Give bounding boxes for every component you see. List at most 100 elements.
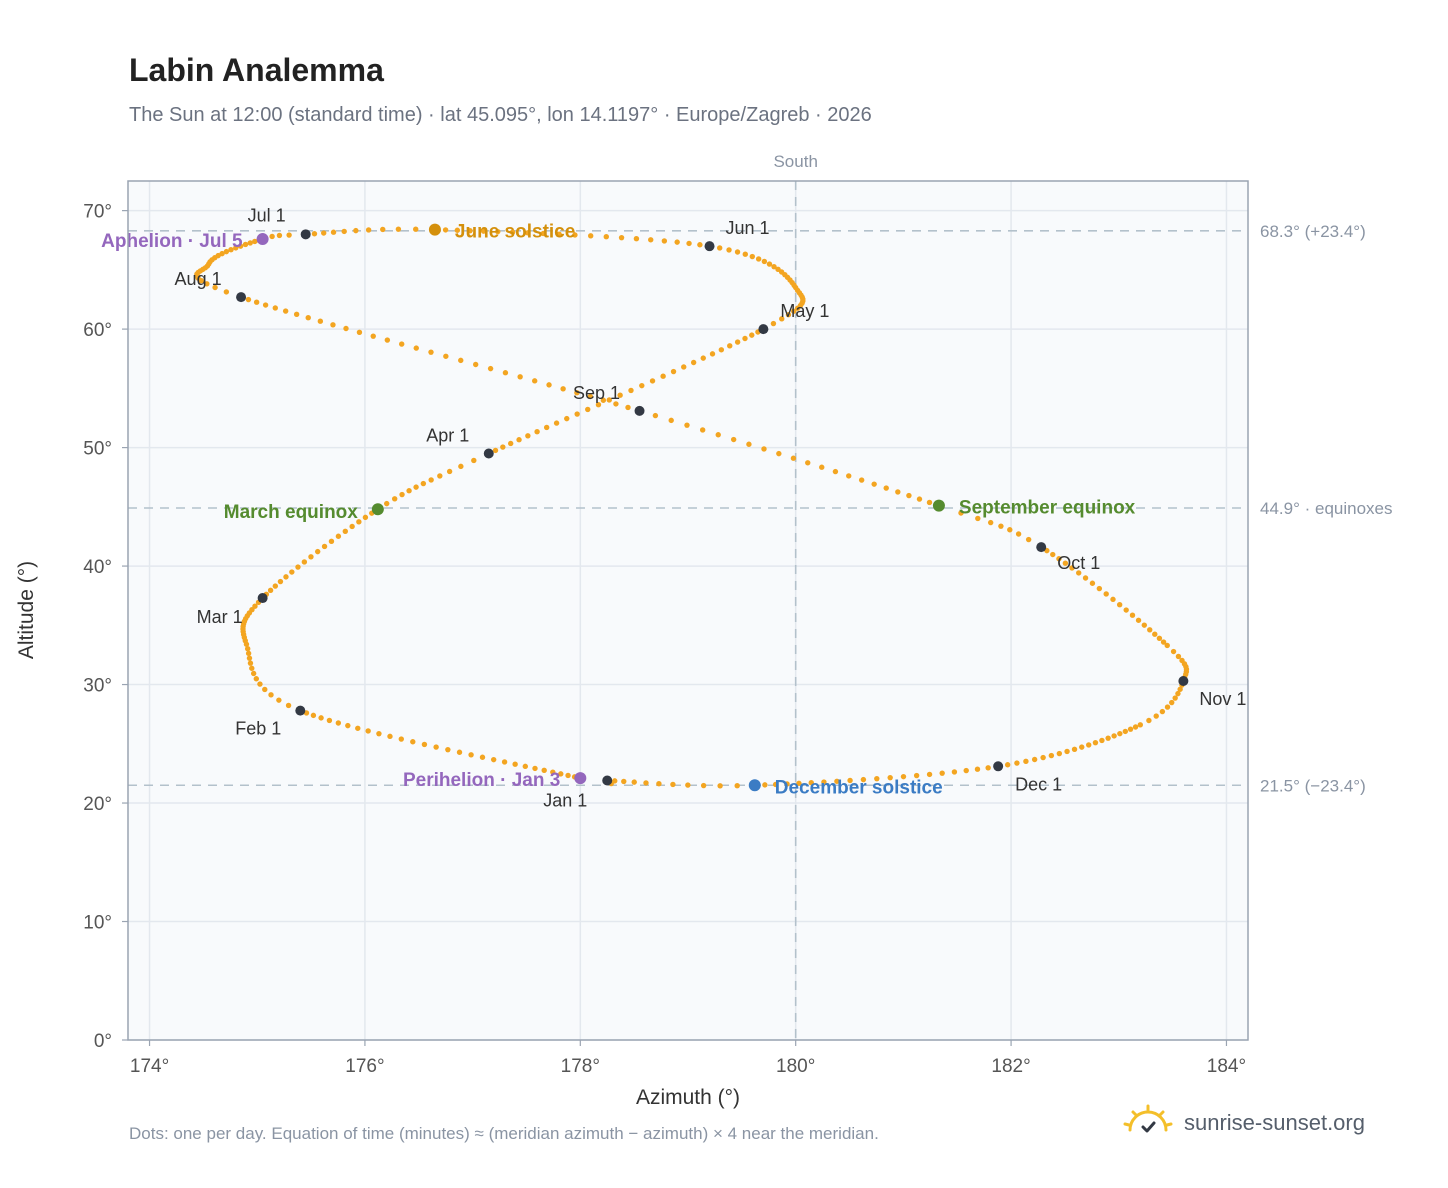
daily-sun-dot: [240, 623, 246, 630]
daily-sun-dot: [257, 681, 263, 687]
daily-sun-dot: [343, 325, 349, 332]
daily-sun-dot: [936, 502, 942, 509]
daily-sun-dot: [600, 397, 607, 403]
daily-sun-dot: [1116, 602, 1123, 608]
daily-sun-dot: [255, 599, 262, 606]
event-marker-dot: [256, 233, 269, 246]
daily-sun-dot: [541, 767, 547, 774]
daily-sun-dot: [794, 287, 801, 294]
daily-sun-dot: [286, 232, 292, 238]
daily-sun-dot: [276, 697, 282, 703]
daily-sun-dot: [253, 676, 260, 682]
daily-sun-dot: [376, 730, 382, 737]
daily-sun-dot: [595, 402, 602, 408]
daily-sun-dot: [242, 241, 249, 248]
daily-sun-dot: [1056, 556, 1062, 562]
daily-sun-dot: [1048, 752, 1055, 759]
event-marker-dot: [371, 503, 384, 516]
daily-sun-dot: [272, 583, 279, 589]
daily-sun-dot: [240, 631, 247, 638]
daily-sun-dot: [207, 259, 213, 265]
daily-sun-dot: [631, 779, 637, 785]
daily-sun-dot: [974, 766, 981, 772]
x-axis-label: Azimuth (°): [636, 1086, 740, 1109]
daily-sun-dot: [1181, 661, 1188, 667]
daily-sun-dot: [245, 650, 252, 657]
daily-sun-dot: [998, 523, 1004, 529]
grid-lines: [128, 181, 1248, 1041]
daily-sun-dot: [413, 484, 419, 490]
daily-sun-dot: [194, 273, 200, 279]
daily-sun-dot: [249, 665, 255, 671]
daily-sun-dot: [709, 351, 716, 357]
daily-sun-dot: [636, 408, 643, 414]
daily-sun-dot: [1183, 669, 1190, 675]
daily-sun-dot: [276, 232, 283, 239]
brand-link[interactable]: sunrise-sunset.org: [1122, 1104, 1365, 1141]
daily-sun-dot: [1160, 639, 1167, 645]
daily-sun-dot: [685, 782, 691, 788]
daily-sun-dot: [262, 686, 268, 693]
daily-sun-dot: [726, 247, 732, 253]
daily-sun-dot: [883, 485, 889, 491]
reference-lines: 68.3° (+23.4°) 44.9° · equinoxes 21.5° (−2…: [128, 222, 1393, 795]
daily-sun-dot: [468, 752, 474, 758]
daily-sun-dot: [572, 232, 578, 238]
daily-sun-dot: [341, 228, 347, 235]
daily-sun-dot: [808, 780, 814, 786]
daily-sun-dot: [472, 361, 479, 368]
daily-sun-dot: [574, 411, 580, 417]
daily-sun-dot: [995, 763, 1001, 770]
daily-sun-dot: [272, 305, 278, 311]
daily-sun-dot: [1062, 560, 1069, 566]
daily-sun-dot: [365, 227, 372, 233]
daily-sun-dot: [500, 444, 506, 450]
daily-sun-dot: [215, 252, 221, 259]
daily-sun-dot: [649, 378, 656, 384]
month-marker-label: Nov 1: [1199, 689, 1246, 709]
daily-sun-dot: [608, 780, 614, 787]
daily-sun-dot: [492, 447, 499, 454]
daily-sun-dot: [369, 510, 375, 516]
daily-sun-dot: [1025, 536, 1032, 543]
daily-sun-dot: [1064, 748, 1070, 755]
daily-sun-dot: [384, 500, 390, 507]
daily-sun-dot: [858, 477, 865, 483]
daily-sun-dot: [237, 243, 244, 249]
daily-sun-dot: [734, 249, 741, 255]
daily-sun-dot: [244, 613, 250, 619]
daily-sun-dot: [194, 271, 200, 277]
daily-sun-dot: [821, 779, 827, 785]
y-tick-label: 50°: [83, 439, 112, 460]
daily-sun-dot: [223, 248, 230, 255]
daily-sun-dot: [900, 773, 907, 780]
daily-sun-dot: [621, 778, 627, 785]
daily-sun-dot: [874, 775, 880, 782]
daily-sun-dot: [458, 463, 464, 470]
daily-sun-dot: [249, 607, 255, 613]
daily-sun-dot: [577, 775, 584, 781]
daily-sun-dot: [558, 771, 564, 777]
month-marker-dot: [704, 241, 715, 252]
daily-sun-dot: [456, 749, 463, 755]
daily-sun-dot: [1105, 735, 1111, 741]
event-marker-label: December solstice: [775, 777, 943, 798]
daily-sun-dot: [1152, 631, 1158, 637]
daily-sun-dot: [458, 357, 464, 364]
meridian-line: South: [773, 152, 818, 1040]
daily-sun-dot: [200, 266, 206, 273]
daily-sun-dot: [525, 433, 531, 439]
daily-sun-dot: [700, 355, 706, 361]
month-marker-dot: [300, 229, 311, 240]
daily-sun-dot: [283, 574, 289, 580]
sun-check-icon: [1122, 1104, 1174, 1141]
daily-sun-dot: [775, 266, 781, 273]
daily-sun-dot: [761, 446, 767, 452]
daily-sun-dot: [799, 294, 805, 300]
daily-sun-dot: [574, 390, 580, 396]
month-marker-label: Feb 1: [235, 719, 281, 739]
daily-sun-dot: [399, 341, 405, 347]
daily-sun-dot: [204, 281, 210, 287]
daily-sun-dot: [606, 397, 612, 403]
daily-sun-dot: [987, 519, 994, 526]
